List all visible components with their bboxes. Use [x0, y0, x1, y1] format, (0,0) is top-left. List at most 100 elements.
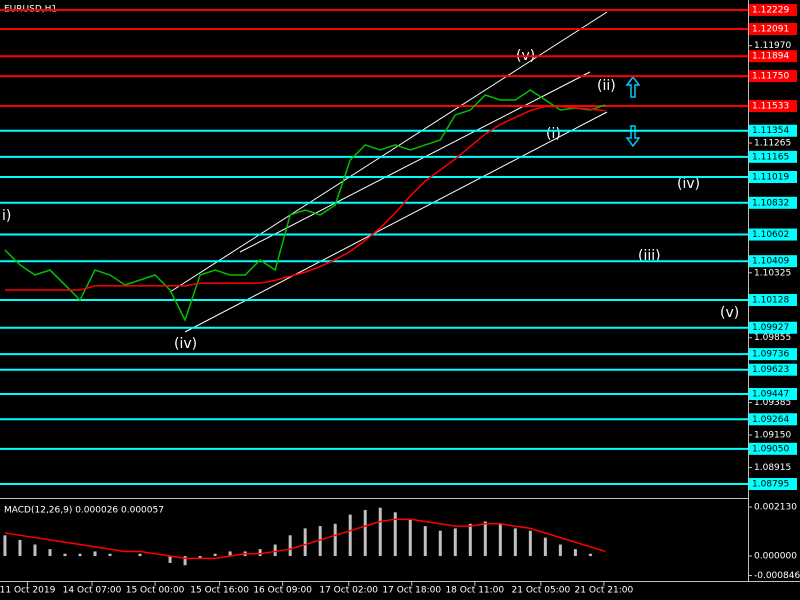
macd-bar — [168, 556, 172, 563]
level-label-bg — [749, 170, 797, 183]
macd-bar — [198, 556, 202, 559]
macd-bar — [498, 523, 502, 557]
level-label-bg — [749, 196, 797, 209]
macd-bar — [573, 549, 577, 557]
price-line — [4, 105, 606, 291]
macd-bar — [288, 535, 292, 557]
wave-label: (ii) — [597, 78, 616, 94]
level-label: 1.09264 — [752, 415, 789, 425]
level-label: 1.11354 — [752, 126, 789, 136]
y-tick-label: 1.10325 — [754, 268, 791, 278]
wave-label: (iv) — [174, 336, 197, 352]
channel-line — [239, 71, 591, 253]
macd-bar — [63, 553, 67, 557]
level-label: 1.11533 — [752, 102, 789, 112]
macd-bar — [483, 521, 487, 557]
level-label-bg — [749, 413, 797, 426]
macd-bar — [378, 507, 382, 557]
macd-bar — [408, 519, 412, 557]
level-label: 1.11165 — [752, 152, 789, 162]
x-tick-label: 21 Oct 05:00 — [512, 586, 571, 596]
macd-bar — [3, 535, 7, 557]
macd-bar — [273, 544, 277, 557]
macd-bar — [213, 553, 217, 557]
macd-bar — [18, 539, 22, 557]
channel-line — [184, 111, 608, 333]
level-label: 1.08795 — [752, 480, 789, 490]
y-tick-label: 1.11265 — [754, 139, 791, 149]
x-tick-label: 14 Oct 07:00 — [63, 586, 122, 596]
macd-bar — [303, 528, 307, 557]
level-label-bg — [749, 388, 797, 401]
x-tick-label: 17 Oct 18:00 — [382, 586, 441, 596]
level-label-bg — [749, 348, 797, 361]
macd-bar — [363, 509, 367, 557]
macd-bar — [513, 528, 517, 557]
y-tick-label: 1.08915 — [754, 463, 791, 473]
y-tick-label: 1.09385 — [754, 398, 791, 408]
level-label: 1.11750 — [752, 72, 789, 82]
level-label: 1.09927 — [752, 323, 789, 333]
signal-line — [4, 518, 606, 560]
wave-label: (iii) — [638, 248, 661, 264]
y-tick-label: -0.000846 — [754, 571, 800, 581]
level-label-bg — [749, 100, 797, 113]
macd-bar — [393, 512, 397, 557]
macd-bar — [453, 528, 457, 557]
x-tick-label: 18 Oct 11:00 — [445, 586, 504, 596]
level-label-bg — [749, 293, 797, 306]
macd-bar — [468, 523, 472, 557]
macd-bar — [333, 523, 337, 557]
level-label-bg — [749, 3, 797, 16]
x-tick-label: 21 Oct 21:00 — [575, 586, 634, 596]
level-label-bg — [749, 150, 797, 163]
macd-bar — [93, 551, 97, 557]
level-label-bg — [749, 255, 797, 268]
level-label: 1.10832 — [752, 198, 789, 208]
y-tick-label: 1.09150 — [754, 431, 791, 441]
y-tick-label: 1.09855 — [754, 333, 791, 343]
level-label-bg — [749, 321, 797, 334]
wave-label: (v) — [720, 305, 739, 321]
price-line — [4, 89, 606, 322]
macd-bar — [48, 549, 52, 557]
level-label: 1.10128 — [752, 295, 789, 305]
macd-bar — [438, 530, 442, 557]
macd-bar — [318, 526, 322, 557]
macd-bar — [528, 530, 532, 557]
channel-line — [169, 11, 608, 293]
macd-bar — [348, 514, 352, 557]
y-tick-label: 0.002130 — [754, 502, 797, 512]
level-label: 1.12091 — [752, 24, 789, 34]
level-label: 1.11894 — [752, 52, 789, 62]
level-label-bg — [749, 124, 797, 137]
up-arrow — [625, 75, 641, 98]
x-tick-label: 11 Oct 2019 — [0, 586, 56, 596]
macd-bar — [78, 553, 82, 557]
y-tick-label: 1.11970 — [754, 41, 791, 51]
level-label: 1.10602 — [752, 230, 789, 240]
macd-bar — [108, 553, 112, 557]
level-label: 1.09736 — [752, 350, 789, 360]
level-label-bg — [749, 70, 797, 83]
level-label-bg — [749, 228, 797, 241]
macd-title: MACD(12,26,9) 0.000026 0.000057 — [4, 506, 164, 516]
macd-bar — [543, 537, 547, 557]
macd-bar — [558, 544, 562, 557]
x-tick-label: 15 Oct 00:00 — [126, 586, 185, 596]
level-label: 1.11019 — [752, 172, 789, 182]
x-tick-label: 17 Oct 02:00 — [319, 586, 378, 596]
y-tick-label: 0.000000 — [754, 552, 797, 562]
down-arrow — [625, 125, 641, 148]
level-label: 1.12229 — [752, 5, 789, 15]
level-label-bg — [749, 50, 797, 63]
macd-bar — [183, 556, 187, 566]
x-tick-label: 16 Oct 09:00 — [253, 586, 312, 596]
macd-bar — [228, 551, 232, 557]
macd-bar — [138, 553, 142, 557]
wave-label: (iv) — [677, 176, 700, 192]
level-label-bg — [749, 478, 797, 491]
level-label-bg — [749, 442, 797, 455]
level-label-bg — [749, 22, 797, 35]
